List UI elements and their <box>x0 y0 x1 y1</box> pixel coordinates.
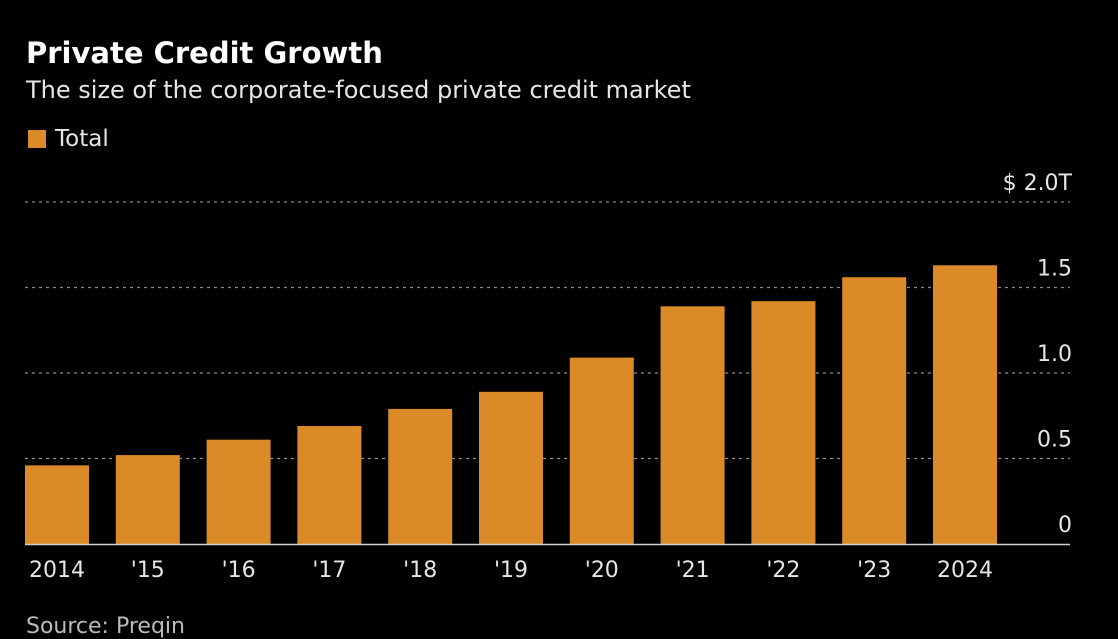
bar <box>388 408 453 544</box>
bar <box>569 357 634 544</box>
chart-subtitle: The size of the corporate-focused privat… <box>26 76 691 104</box>
x-tick-label: 2024 <box>937 558 993 583</box>
bar <box>297 426 362 544</box>
x-tick-label: '21 <box>676 558 710 583</box>
chart-title: Private Credit Growth <box>26 36 383 70</box>
x-tick-label: '19 <box>494 558 528 583</box>
bar <box>933 265 997 544</box>
bar <box>206 439 271 544</box>
bar <box>479 391 543 544</box>
legend: Total <box>28 126 109 152</box>
legend-swatch <box>28 130 46 148</box>
x-tick-label: '15 <box>131 558 165 583</box>
y-tick-label: $ 2.0T <box>1003 171 1073 196</box>
legend-label: Total <box>55 126 109 152</box>
x-tick-label: '16 <box>222 558 256 583</box>
x-tick-label: '17 <box>312 558 346 583</box>
y-tick-label: 1.5 <box>1037 257 1072 282</box>
x-tick-label: 2014 <box>29 558 85 583</box>
bar <box>660 306 725 544</box>
bar <box>751 301 816 544</box>
bar <box>115 455 180 544</box>
bar <box>842 277 907 544</box>
y-tick-label: 0 <box>1058 513 1072 538</box>
x-tick-label: '23 <box>857 558 891 583</box>
source-note: Source: Preqin <box>26 614 185 639</box>
y-tick-label: 1.0 <box>1037 342 1072 367</box>
x-tick-label: '20 <box>585 558 619 583</box>
bar <box>25 465 89 544</box>
x-tick-label: '18 <box>403 558 437 583</box>
x-tick-label: '22 <box>766 558 800 583</box>
y-tick-label: 0.5 <box>1037 428 1072 453</box>
